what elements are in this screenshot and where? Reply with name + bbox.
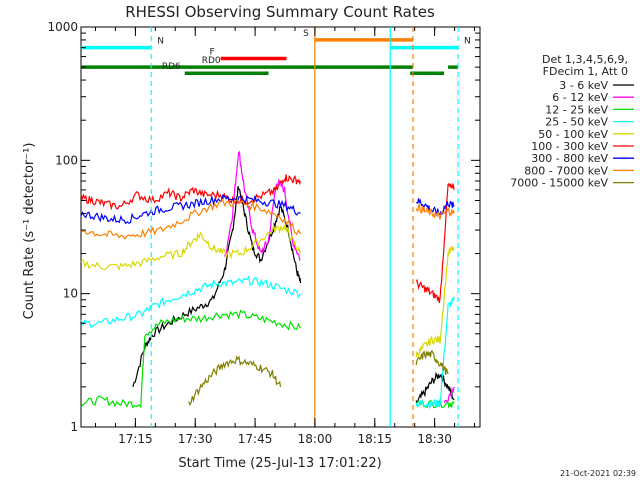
series-line-7-segment-0 [80,198,302,240]
series-line-1-segment-1 [443,386,455,404]
axes-layer: 1 10 100 1000 17:15 17:30 17:45 18:00 18:15 18:30 [47,20,480,446]
x-tick-label-1: 17:30 [178,432,213,446]
series-line-3-segment-0 [80,275,302,328]
legend: Det 1,3,4,5,6,9,FDecim 1, Att 03 - 6 keV… [510,53,634,190]
x-tick-label-0: 17:15 [118,432,153,446]
y-tick-label-1: 10 [63,287,78,301]
chart-title: RHESSI Observing Summary Count Rates [125,3,435,21]
plot-frame [80,26,481,428]
series-line-0-segment-1 [415,371,455,405]
series-line-4-segment-0 [80,224,302,272]
series-line-3-segment-1 [415,296,455,410]
status-flag-label-4: RD0 [202,56,221,66]
y-tick-label-0: 1 [70,420,78,434]
series-line-7-segment-1 [415,202,455,220]
y-tick-label-2: 100 [55,153,78,167]
status-flag-label-6: RD6 [162,62,181,72]
x-axis-label: Start Time (25-Jul-13 17:01:22) [178,456,381,471]
legend-label-7: 800 - 7000 keV [524,164,608,177]
series-line-6-segment-1 [415,198,455,218]
status-flag-label-1: N [464,37,471,47]
legend-label-6: 300 - 800 keV [531,152,608,165]
series-layer [80,150,455,410]
legend-label-2: 12 - 25 keV [545,103,608,116]
series-line-5-segment-1 [415,182,455,304]
series-line-4-segment-1 [415,245,455,358]
legend-header-1: FDecim 1, Att 0 [543,65,628,78]
legend-label-5: 100 - 300 keV [531,140,608,153]
x-tick-label-5: 18:30 [417,432,452,446]
series-line-2-segment-0 [80,309,302,409]
legend-label-4: 50 - 100 keV [538,128,608,141]
status-flag-label-3: F [209,48,214,58]
series-line-8-segment-1 [415,350,449,375]
y-tick-label-3: 1000 [47,20,78,34]
legend-label-3: 25 - 50 keV [545,116,608,129]
vertical-markers-layer [150,27,459,427]
x-tick-label-2: 17:45 [238,432,273,446]
plot-area [80,26,481,428]
footer-date: 21-Oct-2021 02:39 [560,469,636,478]
legend-header-0: Det 1,3,4,5,6,9, [542,53,628,66]
series-line-5-segment-0 [80,174,302,211]
series-line-6-segment-0 [80,193,301,225]
y-axis-label: Count Rate (s⁻¹ detector⁻¹) [22,143,37,320]
status-flag-label-0: N [157,37,164,47]
series-line-8-segment-0 [188,355,282,407]
legend-label-0: 3 - 6 keV [559,79,608,92]
x-tick-label-3: 18:00 [298,432,333,446]
legend-label-1: 6 - 12 keV [552,91,608,104]
legend-label-8: 7000 - 15000 keV [510,177,608,190]
status-flag-label-2: S [303,29,309,39]
series-line-0-segment-0 [132,185,302,388]
x-tick-label-4: 18:15 [357,432,392,446]
